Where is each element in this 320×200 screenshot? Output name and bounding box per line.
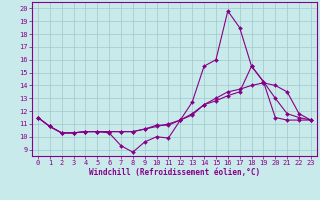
- X-axis label: Windchill (Refroidissement éolien,°C): Windchill (Refroidissement éolien,°C): [89, 168, 260, 177]
